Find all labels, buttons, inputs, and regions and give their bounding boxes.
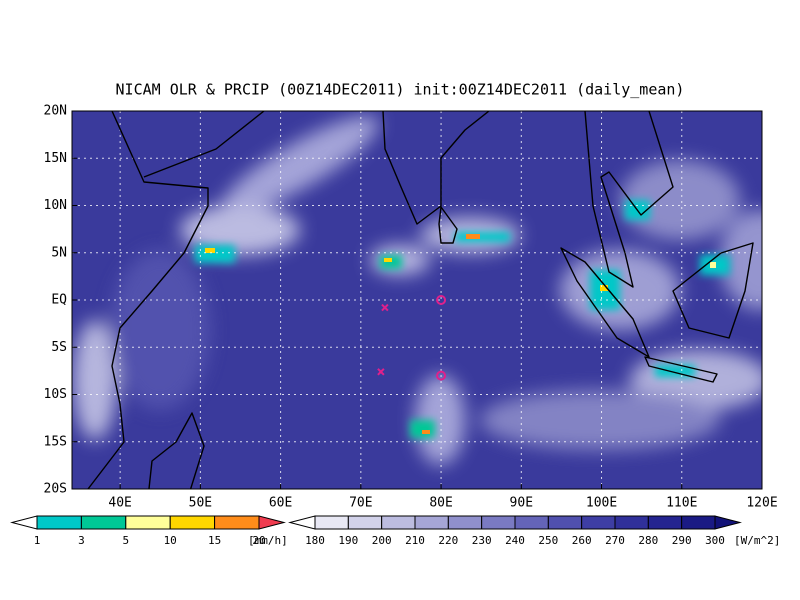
colorbar-label: 10 [164,534,177,547]
colorbar-box [169,515,216,530]
y-tick-label: EQ [51,293,67,308]
coast-srilanka [438,206,458,244]
colorbar-label: 280 [638,534,658,547]
map-field [72,111,762,489]
colorbar-label: 3 [78,534,85,547]
colorbar-label: 200 [372,534,392,547]
coast-java [644,356,718,383]
colorbar-end-low [288,515,316,530]
colorbar-end-high [714,515,742,530]
colorbar-label: 210 [405,534,425,547]
colorbar-label: 300 [705,534,725,547]
x-tick-label: 120E [746,496,777,511]
colorbar-label: 230 [472,534,492,547]
colorbar-box [314,515,349,530]
colorbar-unit: [W/m^2] [734,534,780,547]
y-tick-label: 5S [51,340,67,355]
axes: 40E 50E 60E 70E 80E 90E 100E 110E 120E 20N 15N 10N 5… [44,104,778,511]
y-tick-label: 15N [44,151,67,166]
coast-arabia [143,111,265,178]
colorbar-box [414,515,449,530]
colorbar-label: 20 [252,534,265,547]
x-tick-label: 100E [586,496,617,511]
colorbar-box [547,515,583,530]
colorbar-box [481,515,516,530]
colorbar-box [514,515,549,530]
y-tick-label: 20S [44,482,67,497]
colorbar-box [80,515,127,530]
colorbar-label: 260 [572,534,592,547]
colorbar-label: 270 [605,534,625,547]
colorbar-box [347,515,383,530]
x-tick-label: 110E [666,496,697,511]
circle-marker [436,295,447,305]
circle-marker [436,370,447,381]
coast-india [382,111,490,225]
colorbar-box [447,515,483,530]
colorbars: 1 3 5 10 15 20[mm/h] 180 190 200 210 220 230 240 250 2… [10,515,780,547]
colorbar-box [681,515,716,530]
colorbar-label: 5 [122,534,129,547]
x-tick-label: 80E [429,496,452,511]
x-tick-label: 40E [108,496,131,511]
coast-madagascar [148,412,205,489]
colorbar-label: 180 [305,534,325,547]
colorbar-end-low [10,515,38,530]
x-tick-label: 60E [269,496,292,511]
grid [72,111,762,489]
title: NICAM OLR & PRCIP (00Z14DEC2011) init:00… [116,81,685,99]
x-marker [381,303,389,312]
colorbar-box [36,515,82,530]
x-tick-label: 50E [189,496,212,511]
coast-borneo [672,242,754,339]
precip-cores [205,234,716,434]
x-stroke [381,303,389,312]
colorbar-label: 250 [538,534,558,547]
colorbar-box [214,515,260,530]
colorbar-label: 15 [208,534,221,547]
colorbar-box [647,515,683,530]
colorbar-box [381,515,416,530]
x-tick-label: 90E [510,496,533,511]
colorbar-box [581,515,616,530]
colorbar-box [614,515,649,530]
colorbar-label: 220 [438,534,458,547]
y-tick-label: 10N [44,198,67,213]
x-stroke [377,368,385,376]
y-tick-label: 15S [44,434,67,449]
coast-malay [584,111,674,288]
coast-africa [87,111,209,489]
coastlines [87,111,754,489]
colorbar-box [125,515,171,530]
markers [377,295,447,381]
y-tick-label: 10S [44,387,67,402]
colorbar-unit: [mm/h] [248,534,288,547]
colorbar-end-high [258,515,286,530]
colorbar-label: 1 [34,534,41,547]
x-marker [377,368,385,376]
cloud-field [73,116,762,465]
colorbar-label: 190 [338,534,358,547]
colorbar-label: 240 [505,534,525,547]
colorbar-label: 290 [672,534,692,547]
x-tick-label: 70E [349,496,372,511]
y-tick-label: 5N [51,245,67,260]
y-tick-label: 20N [44,104,67,119]
coast-sumatra [560,247,650,358]
